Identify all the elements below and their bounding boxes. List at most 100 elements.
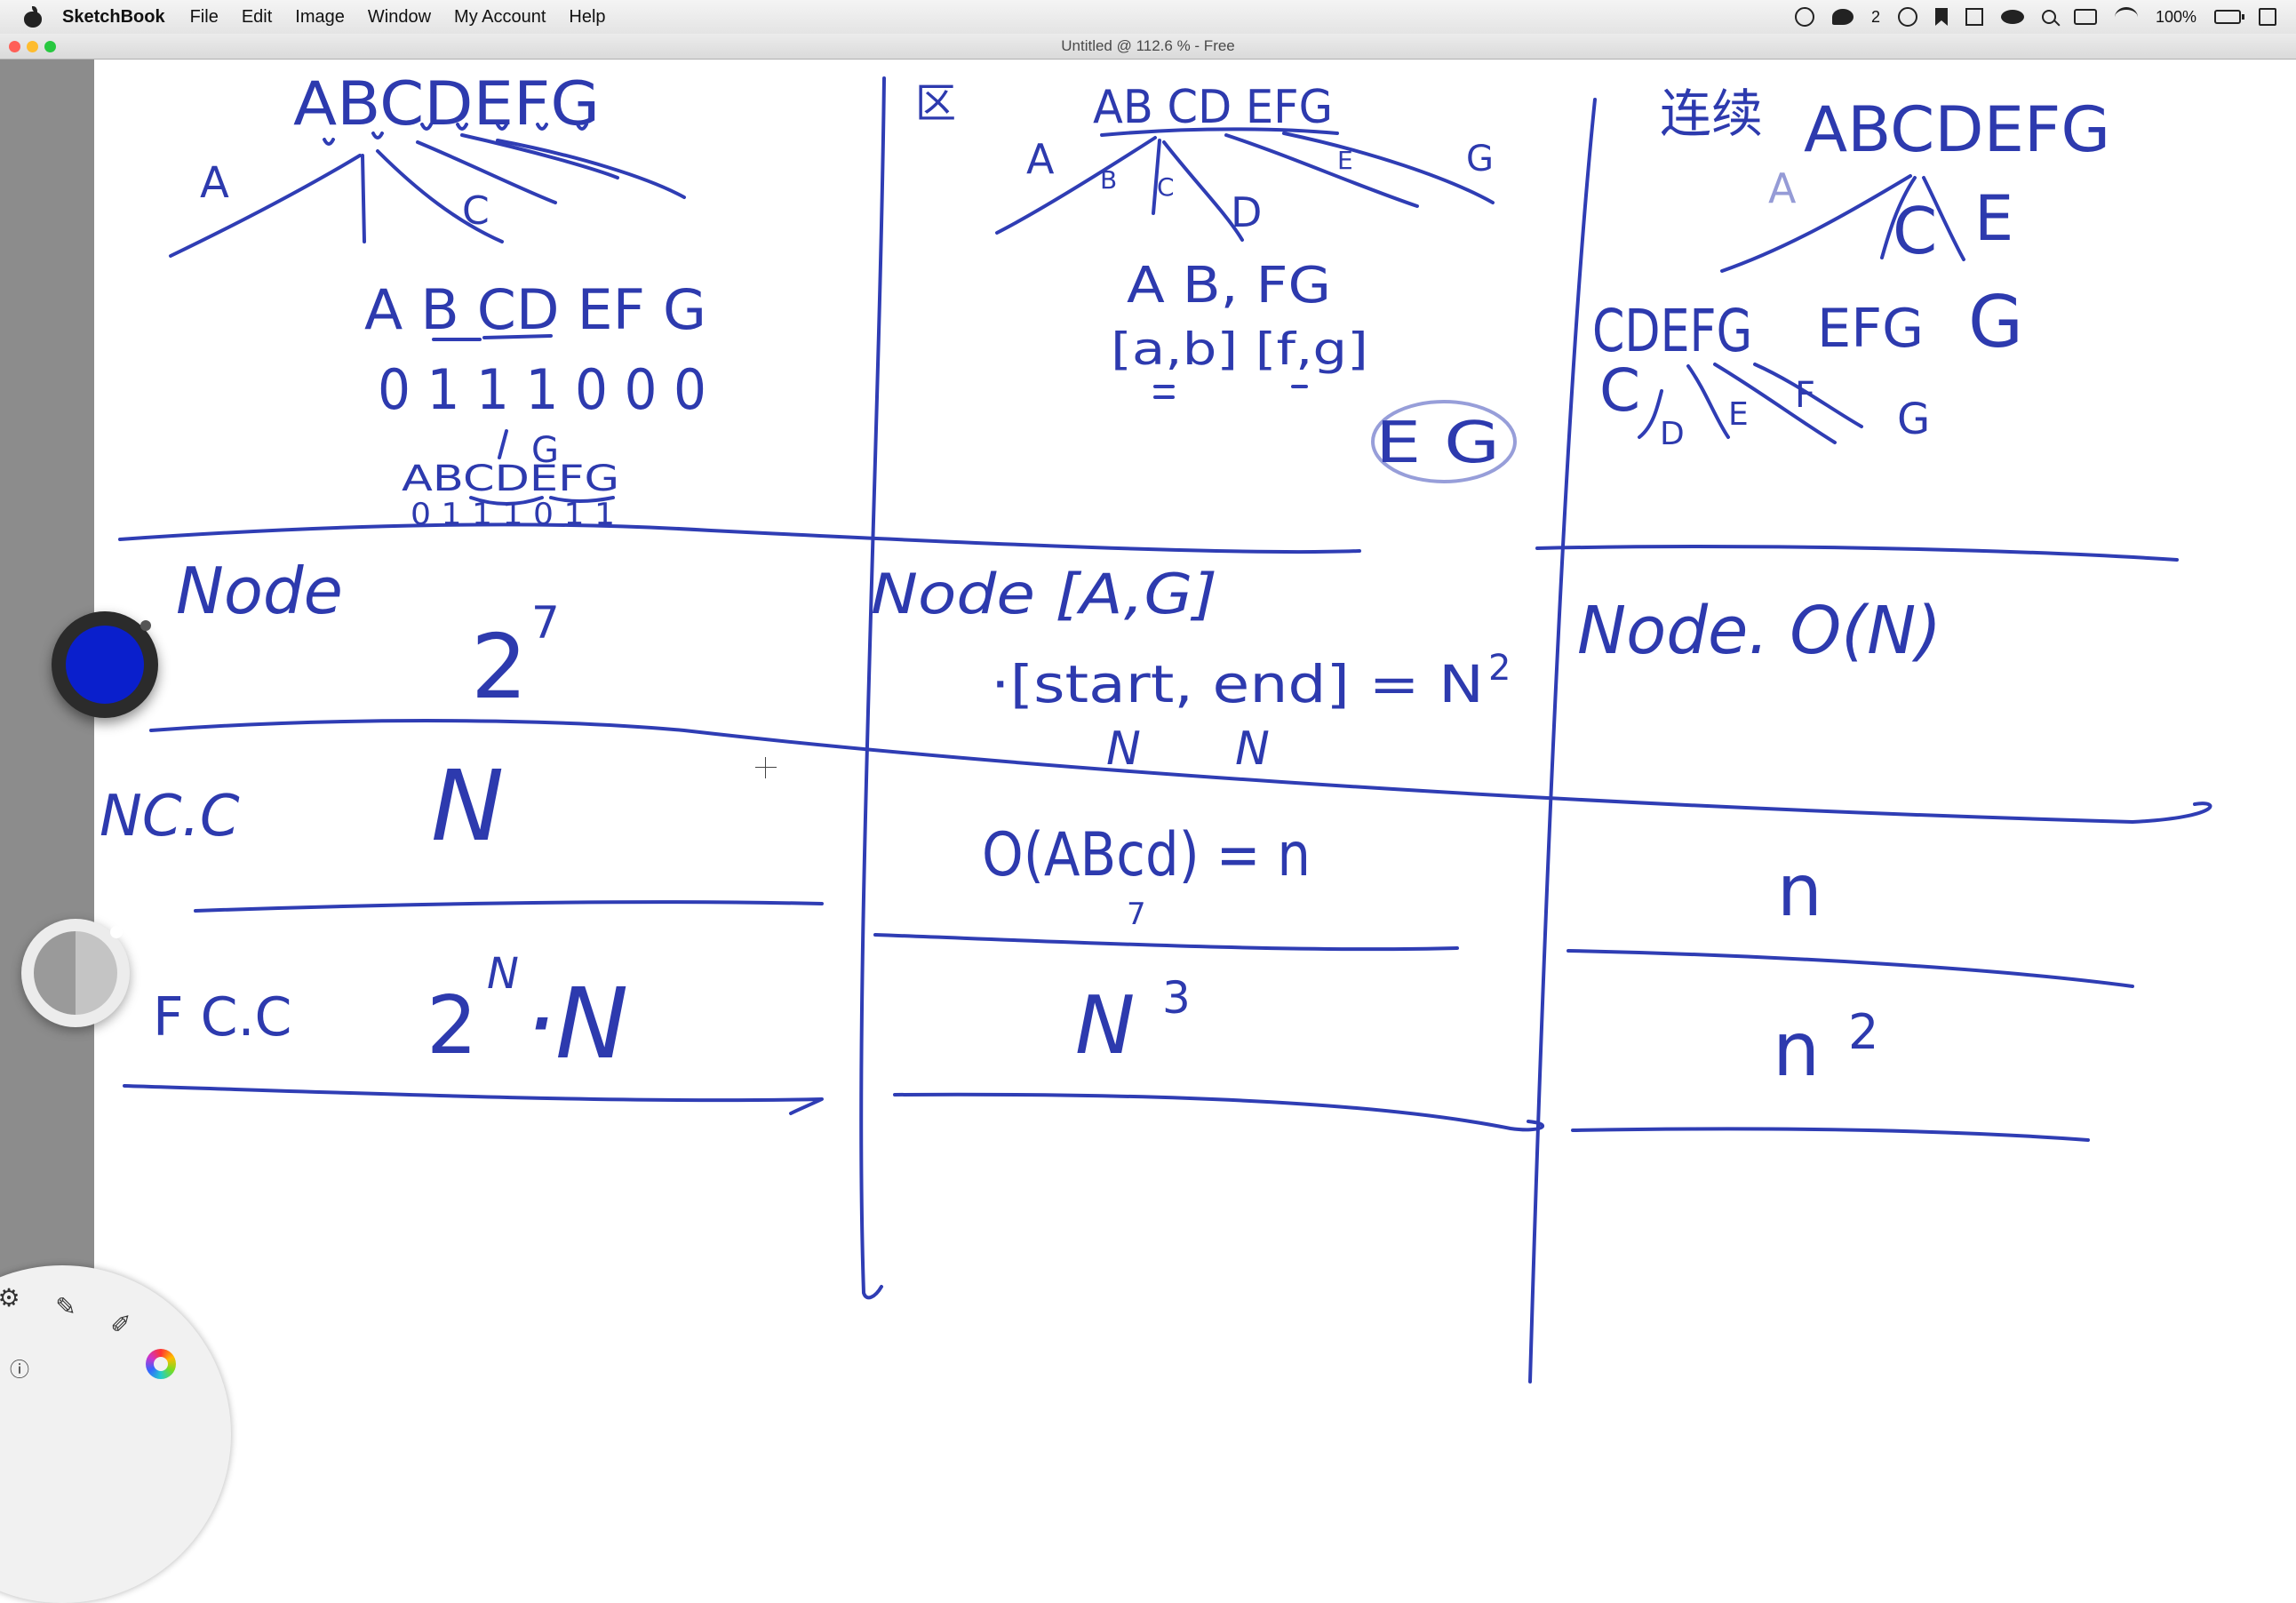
col3-header-mark: 连续 [1660, 84, 1763, 144]
col3-row2-a: CDEFG [1592, 297, 1752, 365]
window-title-bar: Untitled @ 112.6 % - Free [0, 34, 2296, 60]
crosshair-cursor [755, 757, 777, 778]
brush-tool-icon[interactable]: ✐ [110, 1310, 132, 1338]
app-grid-icon[interactable] [1965, 8, 1983, 26]
canvas-drawing: ABCDEFG A C A B CD EF G 0 1 1 1 0 0 0 G … [100, 69, 2212, 1384]
col1-small-mark: G [531, 430, 559, 471]
col3-row2-c: G [1968, 281, 2023, 363]
col2-range-brackets: [a,b] [f,g] [1111, 323, 1368, 375]
col1-tree-label-c: C [462, 188, 490, 234]
bookmark-icon[interactable] [1934, 8, 1948, 26]
col2-tree-label-b: B [1100, 165, 1117, 195]
cloud-icon[interactable] [2000, 10, 2024, 24]
col2-tree-label-g: G [1466, 139, 1494, 179]
col1-small-bits: 0 1 1 1 0 1 1 [411, 497, 615, 532]
col1-node-label: Node [176, 554, 343, 628]
color-wheel-icon[interactable] [146, 1349, 176, 1379]
status-area: 2 100% [1794, 0, 2276, 34]
window-title: Untitled @ 112.6 % - Free [1061, 37, 1235, 54]
minimize-window-button[interactable] [27, 41, 38, 52]
col1-complexity-rows: Node 2 7 NC.C N F C.C 2 N ·N [100, 554, 628, 1081]
col3-tree-label-c: C [1893, 194, 1937, 268]
col1-node-exp: 7 [531, 597, 560, 649]
col1-ncc-value: N [431, 749, 504, 863]
col2-header-mark: 区 [915, 79, 956, 127]
col2-ncc-value: O(ABcd) = n [982, 820, 1311, 890]
brush-size-puck[interactable] [21, 919, 130, 1027]
col2-ncc-sub: 7 [1127, 897, 1146, 932]
col1-fcc-label: F C.C [153, 986, 291, 1049]
drawing-canvas[interactable]: ABCDEFG A C A B CD EF G 0 1 1 1 0 0 0 G … [94, 60, 2296, 1390]
col3-top-tree: 连续 ABCDEFG A C E [1660, 84, 2110, 273]
col1-top-letters: ABCDEFG [293, 69, 600, 140]
col3-sub-g: G [1897, 395, 1930, 444]
col2-fcc-value: N [1075, 979, 1135, 1073]
keyboard-icon[interactable] [2073, 9, 2097, 25]
info-circle-icon[interactable] [1897, 7, 1917, 27]
brush-puck-handle[interactable] [110, 926, 123, 938]
col3-tree-label-e: E [1974, 182, 2013, 255]
battery-percent: 100% [2155, 7, 2196, 26]
col2-eg: E G [1375, 411, 1500, 476]
col2-tree-label-a: A [1026, 135, 1055, 183]
battery-icon[interactable] [2214, 10, 2244, 24]
col2-top-tree: 区 AB CD EFG A B C D E G [915, 79, 1495, 242]
color-puck-handle[interactable] [140, 620, 151, 631]
col3-sub-d: D [1660, 416, 1685, 452]
col1-fcc-exp: N [487, 949, 519, 999]
pen-tool-icon[interactable]: ✎ [55, 1292, 76, 1320]
col2-node-n2: N [1235, 722, 1270, 776]
col3-top-letters: ABCDEFG [1804, 93, 2110, 166]
col3-row2-b: EFG [1817, 298, 1924, 360]
notification-center-icon[interactable] [2259, 8, 2276, 26]
menu-edit[interactable]: Edit [241, 6, 273, 27]
col2-complexity-rows: Node [A,G] ·[start, end] = N 2 N N O(ABc… [871, 562, 1511, 1073]
col3-ncc-value: n [1777, 849, 1822, 932]
color-puck[interactable] [52, 611, 158, 718]
col1-small-letters: ABCDEFG [402, 459, 619, 499]
info-icon[interactable]: ⓘ [9, 1359, 29, 1381]
wechat-icon[interactable] [1831, 9, 1854, 25]
apple-logo-icon[interactable] [23, 6, 43, 28]
col2-ranges: A B, FG [a,b] [f,g] E G [1111, 257, 1517, 483]
col3-subtree: CDEFG EFG G C D E F G [1592, 281, 2023, 452]
search-icon[interactable] [2041, 10, 2056, 24]
col1-fcc-tail: ·N [524, 967, 628, 1081]
menu-window[interactable]: Window [367, 6, 432, 27]
col2-node-n1: N [1106, 722, 1141, 776]
col1-node-value: 2 [471, 615, 528, 719]
col3-fcc-value: n [1773, 1006, 1820, 1093]
close-window-button[interactable] [9, 41, 20, 52]
col1-top-tree: ABCDEFG A C [169, 69, 686, 258]
menu-bar: SketchBook File Edit Image Window My Acc… [0, 0, 2296, 35]
col2-node-formula: ·[start, end] = N [991, 654, 1484, 714]
col2-tree-label-e: E [1337, 146, 1353, 175]
menu-my-account[interactable]: My Account [454, 6, 546, 27]
col3-node-label: Node. O(N) [1577, 593, 1941, 669]
col3-sub-e: E [1728, 396, 1749, 433]
col2-group: A B, FG [1127, 257, 1331, 315]
col3-complexity-rows: Node. O(N) n n 2 [1577, 593, 1941, 1093]
zoom-window-button[interactable] [44, 41, 56, 52]
col1-tree-label-a: A [200, 158, 229, 208]
settings-icon[interactable]: ⚙ [0, 1283, 20, 1312]
col1-bits-row: 0 1 1 1 0 0 0 [378, 357, 706, 422]
col3-tree-label-a: A [1768, 164, 1797, 212]
col3-fcc-exp: 2 [1848, 1004, 1878, 1060]
wechat-count: 2 [1870, 7, 1880, 26]
divider-lines [118, 76, 2212, 1384]
col2-tree-label-c: C [1157, 172, 1175, 202]
menu-image[interactable]: Image [295, 6, 345, 27]
col2-top-letters: AB CD EFG [1093, 81, 1333, 134]
menu-file[interactable]: File [189, 6, 219, 27]
screen-record-icon[interactable] [1794, 7, 1814, 27]
col2-tree-label-d: D [1231, 188, 1262, 236]
menu-help[interactable]: Help [569, 6, 606, 27]
app-name-menu[interactable]: SketchBook [62, 6, 165, 27]
col1-letters-row: A B CD EF G [364, 277, 706, 342]
col3-sub-f: F [1795, 375, 1815, 416]
col1-fcc-value: 2 [427, 979, 477, 1073]
col2-node-label: Node [A,G] [871, 562, 1217, 626]
col2-fcc-exp: 3 [1162, 972, 1191, 1024]
wifi-icon[interactable] [2114, 6, 2138, 28]
